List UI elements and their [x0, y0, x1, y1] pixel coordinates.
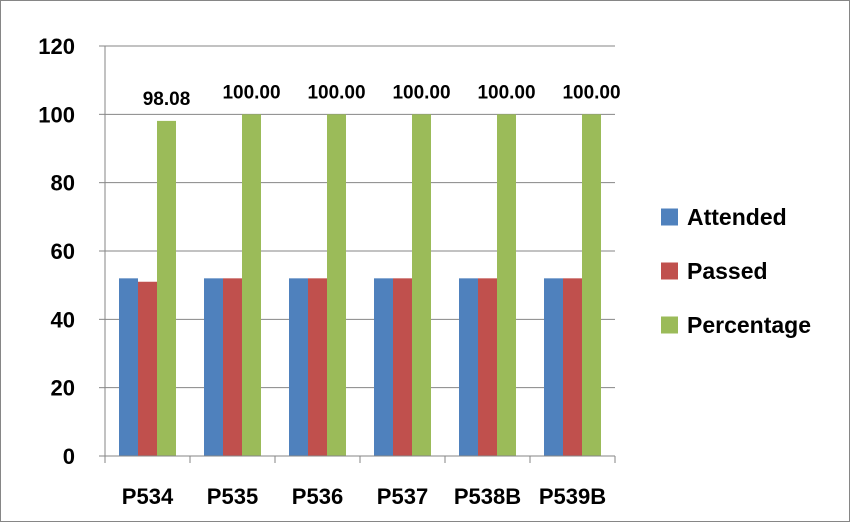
x-tick-label-p537: P537: [377, 484, 428, 509]
bar-passed-p534: [138, 281, 157, 456]
legend: Attended Passed Percentage: [661, 204, 811, 338]
legend-swatch-attended: [661, 208, 678, 226]
bar-percentage-p535: [242, 114, 261, 456]
x-tick-label-p539b: P539B: [539, 484, 606, 509]
bar-percentage-p538b: [497, 114, 516, 456]
bar-passed-p538b: [478, 278, 497, 456]
bar-passed-p537: [393, 278, 412, 456]
data-label-p539b: 100.00: [562, 82, 620, 103]
bar-percentage-p539b: [582, 114, 601, 456]
x-tick-label-p534: P534: [122, 484, 174, 509]
bar-percentage-p536: [327, 114, 346, 456]
data-label-p538b: 100.00: [477, 82, 535, 103]
bar-attended-p534: [119, 278, 138, 456]
bar-percentage-p537: [412, 114, 431, 456]
data-labels: 98.08 100.00 100.00 100.00 100.00 100.00: [143, 82, 621, 110]
legend-label-passed: Passed: [687, 258, 768, 284]
bar-percentage-p534: [157, 120, 176, 456]
legend-label-attended: Attended: [687, 204, 787, 230]
data-label-p534: 98.08: [143, 89, 191, 110]
data-label-p536: 100.00: [307, 82, 365, 103]
axes: 0 20 40 60 80 100 120 P534 P535 P536 P537 P538B P539…: [38, 34, 616, 509]
y-tick-label-0: 0: [63, 444, 75, 469]
y-tick-label-60: 60: [51, 239, 75, 264]
y-tick-label-80: 80: [51, 171, 75, 196]
data-label-p537: 100.00: [392, 82, 450, 103]
legend-swatch-passed: [661, 262, 678, 280]
x-tick-label-p536: P536: [292, 484, 343, 509]
y-tick-label-120: 120: [38, 34, 75, 59]
bar-attended-p538b: [459, 278, 478, 456]
legend-swatch-percentage: [661, 316, 678, 334]
y-tick-label-40: 40: [51, 307, 75, 332]
bar-attended-p536: [289, 278, 308, 456]
x-tick-label-p535: P535: [207, 484, 258, 509]
y-tick-label-100: 100: [38, 102, 75, 127]
x-tick-label-p538b: P538B: [454, 484, 521, 509]
y-tick-label-20: 20: [51, 376, 75, 401]
bar-attended-p535: [204, 278, 223, 456]
bar-attended-p539b: [544, 278, 563, 456]
data-label-p535: 100.00: [222, 82, 280, 103]
bar-passed-p539b: [563, 278, 582, 456]
gridlines: [105, 45, 615, 389]
bar-passed-p536: [308, 278, 327, 456]
bars: [119, 114, 601, 456]
bar-attended-p537: [374, 278, 393, 456]
bar-passed-p535: [223, 278, 242, 456]
legend-label-percentage: Percentage: [687, 312, 811, 338]
